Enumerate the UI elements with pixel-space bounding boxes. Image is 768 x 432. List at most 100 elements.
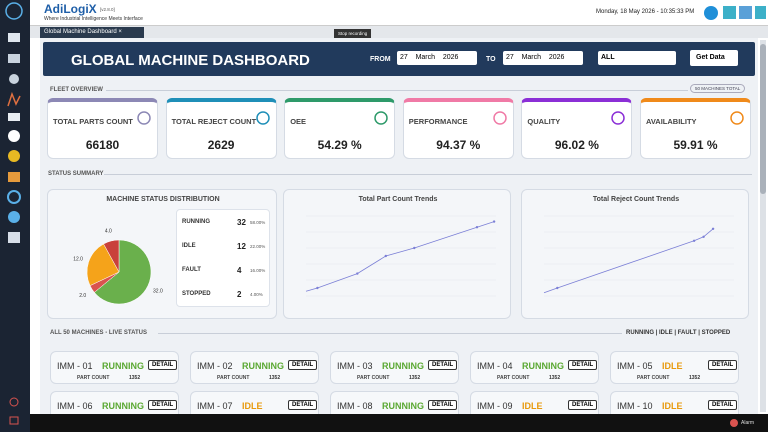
tab-close[interactable]: × [118, 29, 122, 35]
scrollbar[interactable] [760, 40, 766, 412]
machine-status: RUNNING [102, 361, 144, 371]
alarm-icon [730, 419, 738, 427]
fleet-title: FLEET OVERVIEW [50, 87, 103, 93]
sidebar [0, 0, 30, 432]
detail-button[interactable]: DETAIL [708, 400, 738, 410]
header-banner: GLOBAL MACHINE DASHBOARD FROM 27 March 2… [43, 42, 755, 76]
kpi-card: OEE 54.29 % [284, 98, 396, 159]
trend-point [316, 286, 319, 290]
kpi-card: TOTAL REJECT COUNT 2629 [165, 98, 277, 159]
from-day: 27 [400, 54, 408, 61]
status-count: 32 [237, 218, 246, 227]
divider [106, 90, 688, 91]
detail-button[interactable]: DETAIL [568, 400, 598, 410]
kpi-card: TOTAL PARTS COUNT 66180 [47, 98, 158, 159]
icon-shape [137, 111, 151, 125]
machine-status: IDLE [242, 401, 263, 411]
machine-status: RUNNING [242, 361, 284, 371]
detail-button[interactable]: DETAIL [708, 360, 738, 370]
kpi-label: TOTAL PARTS COUNT [53, 117, 133, 126]
trend-point [702, 235, 705, 238]
part-count: 1352 [549, 375, 561, 381]
filter-dropdown[interactable]: ALL [598, 51, 676, 65]
machine-id: IMM - 06 [57, 401, 93, 411]
status-bar: Alarm [30, 414, 768, 432]
machine-id: IMM - 02 [197, 361, 233, 371]
to-label: TO [486, 56, 496, 63]
machine-id: IMM - 05 [617, 361, 653, 371]
divider [104, 174, 752, 175]
pie-slice [103, 239, 120, 273]
app-version: [v2.8.0] [100, 7, 115, 12]
status-name: IDLE [182, 243, 196, 249]
tab[interactable]: Global Machine Dashboard × [40, 27, 144, 38]
status-name: FAULT [182, 267, 201, 273]
detail-button[interactable]: DETAIL [428, 400, 458, 410]
kpi-icon [255, 111, 270, 125]
pie-slice [86, 243, 120, 286]
detail-button[interactable]: DETAIL [148, 400, 178, 410]
machine-id: IMM - 04 [477, 361, 513, 371]
machine-card: IMM - 04 RUNNING DETAIL PART COUNT 1352 [470, 351, 599, 384]
sidebar-icons [5, 2, 23, 425]
kpi-value: 66180 [85, 138, 120, 152]
status-count: 12 [237, 242, 246, 251]
detail-button[interactable]: DETAIL [568, 360, 598, 370]
trend-point [475, 226, 479, 229]
tab-title: Global Machine Dashboard [44, 29, 117, 35]
part-count-label: PART COUNT [497, 375, 530, 381]
trend-point [556, 286, 559, 290]
pie-chart: 32.0 2.0 12.0 4.0 [73, 228, 163, 305]
trend-chart [305, 215, 496, 297]
alarm-label: Alarm [741, 420, 755, 426]
machine-status: RUNNING [522, 361, 564, 371]
detail-button[interactable]: DETAIL [288, 400, 318, 410]
detail-button[interactable]: DETAIL [148, 360, 178, 370]
status-legend: RUNNING | IDLE | FAULT | STOPPED [626, 330, 731, 336]
machine-card: IMM - 10 IDLE DETAIL [610, 391, 739, 414]
machine-card: IMM - 08 RUNNING DETAIL [330, 391, 459, 414]
pie-label: 12.0 [73, 257, 83, 263]
status-percent: 22.00% [250, 244, 266, 249]
pie-label: 2.0 [79, 293, 86, 299]
kpi-value: 94.37 % [436, 138, 481, 152]
tooltip: Stop recording [334, 29, 372, 38]
icon-shape [255, 111, 270, 125]
icon-shape [493, 111, 507, 125]
machine-status: IDLE [662, 361, 683, 371]
to-date[interactable]: 27 March 2026 [503, 51, 583, 65]
kpi-label: QUALITY [527, 117, 561, 126]
from-date[interactable]: 27 March 2026 [397, 51, 477, 65]
machine-id: IMM - 01 [57, 361, 93, 371]
from-year: 2026 [442, 54, 459, 61]
kpi-icon [493, 111, 507, 125]
kpi-value: 54.29 % [317, 138, 362, 152]
machine-card: IMM - 06 RUNNING DETAIL [50, 391, 179, 414]
status-percent: 4.00% [250, 292, 263, 297]
trend-point [356, 272, 359, 275]
machine-id: IMM - 09 [477, 401, 513, 411]
part-count: 1352 [689, 375, 701, 381]
part-count: 1352 [269, 375, 281, 381]
datetime: Monday, 18 May 2026 - 10:35:33 PM [596, 9, 695, 15]
kpi-value: 59.91 % [673, 138, 718, 152]
detail-button[interactable]: DETAIL [288, 360, 318, 370]
detail-button[interactable]: DETAIL [428, 360, 458, 370]
chart-panel: Total Part Count Trends [283, 189, 511, 319]
pie-label: 4.0 [105, 228, 112, 234]
chart-panel: MACHINE STATUS DISTRIBUTION 32.0 2.0 12.0 4.… [47, 189, 277, 319]
machine-status: RUNNING [382, 361, 424, 371]
machine-id: IMM - 08 [337, 401, 373, 411]
tagline: Where Industrial Intelligence Meets Inte… [44, 16, 143, 22]
part-count-label: PART COUNT [77, 375, 110, 381]
pie-slice [93, 239, 152, 305]
icon-shape [611, 111, 626, 125]
trend-point [711, 227, 715, 230]
get-data-button[interactable]: Get Data [690, 50, 738, 66]
trend-line [543, 228, 714, 294]
trend-point [413, 246, 416, 250]
part-count-label: PART COUNT [357, 375, 390, 381]
divider [158, 333, 622, 334]
dashboard-title: GLOBAL MACHINE DASHBOARD [71, 52, 310, 69]
